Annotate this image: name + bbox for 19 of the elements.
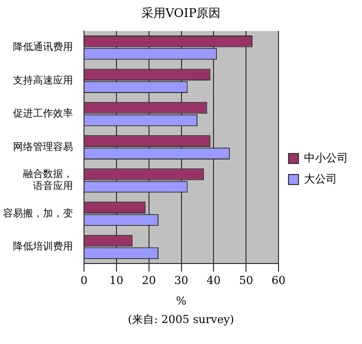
y-tick-label: 降低通讯费用 [13, 41, 73, 54]
x-tick-label: 30 [174, 274, 188, 288]
y-tick-label: 支持高速应用 [13, 74, 73, 86]
y-tick-label: 降低培训费用 [13, 240, 73, 253]
x-tick-label: 50 [239, 274, 254, 288]
x-tick-label: 60 [272, 274, 286, 288]
chart-title: 采用VOIP原因 [140, 5, 222, 22]
y-tick-label: 融合数据，语音应用 [23, 168, 73, 192]
text: (来自: 2005 survey) [126, 312, 236, 327]
legend-label: 中小公司 [304, 151, 348, 164]
legend-label: 大公司 [304, 172, 337, 186]
y-tick-label: 网络管理容易 [13, 140, 73, 153]
x-axis-title: % [176, 294, 186, 308]
x-tick-label: 40 [206, 274, 221, 288]
x-tick-label: 0 [80, 274, 88, 288]
y-tick-label: 容易搬，加，变 [3, 207, 73, 220]
y-tick-label: 促进工作效率 [13, 108, 73, 120]
x-tick-label: 20 [142, 274, 156, 288]
x-tick-label: 10 [109, 274, 124, 288]
